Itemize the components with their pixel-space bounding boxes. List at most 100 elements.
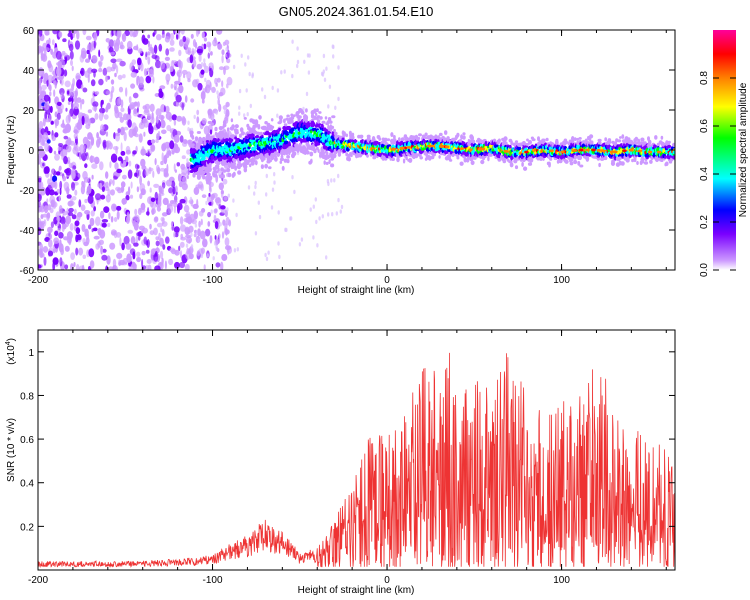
spectrogram-cell: [274, 155, 278, 159]
spectrogram-cell: [49, 91, 52, 97]
spectrogram-cell: [613, 150, 618, 154]
spectrogram-cell: [196, 250, 201, 257]
spectrogram-cell: [222, 219, 226, 226]
spectrogram-cell: [384, 137, 388, 142]
spectrogram-cell: [189, 130, 194, 135]
spectrogram-cell: [216, 30, 223, 35]
spectrogram-cell: [254, 160, 258, 166]
spectrogram-cell: [184, 95, 188, 103]
spectrogram-cell: [305, 108, 308, 113]
spectrogram-cell: [201, 208, 206, 213]
spectrogram-cell: [40, 186, 46, 196]
spectrogram-cell: [110, 51, 115, 56]
spectrogram-cell: [187, 120, 190, 126]
spectrogram-cell: [128, 96, 132, 104]
spectrogram-cell: [171, 114, 177, 121]
spectrogram-cell: [38, 199, 41, 209]
spectrogram-cell: [120, 142, 123, 152]
spectrogram-cell: [193, 187, 200, 195]
spectrogram-cell: [259, 131, 263, 136]
spectrogram-cell: [147, 113, 152, 120]
spectrogram-cell: [335, 211, 338, 216]
spectrogram-cell: [192, 59, 197, 68]
spectrogram-cell: [162, 119, 165, 129]
spectrogram-cell: [135, 235, 139, 244]
spectrogram-cell: [126, 253, 132, 263]
spectrogram-cell: [257, 131, 261, 136]
spectrogram-cell: [98, 112, 104, 122]
spectrogram-cell: [219, 222, 222, 227]
spectrogram-cell: [169, 247, 176, 253]
spectrogram-cell: [213, 241, 217, 246]
spectrogram-cell: [189, 54, 194, 64]
spectrogram-cell: [47, 250, 54, 257]
spectrogram-cell: [510, 140, 513, 146]
spectrogram-cell: [149, 201, 154, 208]
spectrogram-cell: [141, 259, 144, 268]
spectrogram-cell: [173, 163, 176, 172]
chart-title: GN05.2024.361.01.54.E10: [279, 4, 434, 19]
spectrogram-cell: [631, 158, 635, 163]
spectrogram-cell: [329, 120, 333, 124]
spectrogram-cell: [220, 130, 224, 135]
spectrogram-cell: [50, 199, 55, 208]
spectrogram-cell: [487, 156, 490, 162]
spectrogram-cell: [113, 217, 118, 222]
spectrogram-cell: [162, 142, 166, 150]
spectrogram-cell: [127, 47, 133, 55]
spectrogram-cell: [63, 69, 68, 77]
spectrogram-cell: [149, 43, 153, 54]
spectrogram-cell: [654, 135, 658, 140]
spectrogram-cell: [94, 156, 100, 165]
spectrogram-cell: [523, 166, 528, 171]
spectrogram-cell: [205, 200, 208, 206]
spectrogram-cell: [269, 142, 273, 146]
spectrogram-cell: [57, 75, 63, 81]
spectrogram-cell: [179, 261, 186, 269]
spectrogram-cell: [172, 186, 176, 195]
spectrogram-cell: [101, 254, 108, 261]
spectrogram-cell: [74, 40, 81, 50]
spectrogram-cell: [220, 205, 226, 210]
spectrogram-cell: [342, 132, 346, 137]
spectrogram-cell: [38, 157, 41, 165]
spectrogram-cell: [107, 222, 111, 228]
spectrogram-cell: [217, 98, 220, 106]
spectrogram-cell: [112, 205, 117, 210]
spectrogram-cell: [209, 81, 212, 91]
spectrogram-cell: [176, 162, 181, 167]
spectrogram-cell: [71, 196, 77, 201]
spectrogram-cell: [169, 39, 175, 46]
spectrogram-cell: [565, 140, 568, 145]
spectrogram-cell: [99, 210, 105, 219]
spectrogram-cell: [144, 103, 151, 110]
spectrogram-cell: [579, 164, 584, 168]
spectrogram-cell: [116, 30, 121, 40]
spectrogram-cell: [95, 193, 102, 201]
spectrogram-cell: [96, 132, 99, 139]
spectrogram-cell: [184, 263, 190, 270]
spectrogram-cell: [350, 138, 353, 143]
spectrogram-cell: [137, 235, 141, 241]
spectrogram-cell: [280, 155, 284, 159]
spectrogram-cell: [179, 216, 184, 225]
spectrogram-cell: [194, 136, 199, 142]
spectrogram-cell: [71, 101, 74, 110]
spectrogram-cell: [91, 163, 98, 169]
spectrogram-cell: [226, 58, 231, 64]
spectrogram-cell: [225, 216, 230, 226]
spectrogram-cell: [91, 174, 94, 180]
spectrogram-cell: [132, 220, 137, 227]
spectrogram-cell: [89, 217, 95, 227]
spectrogram-cell: [125, 156, 129, 163]
spectrogram-cell: [98, 67, 103, 73]
spectrogram-cell: [71, 65, 74, 72]
spectrogram-cell: [660, 158, 664, 162]
spectrogram-cell: [122, 74, 126, 79]
spectrogram-cell: [333, 128, 336, 133]
spectrogram-cell: [156, 206, 161, 212]
y-tick-label: 0: [28, 146, 34, 157]
spectrogram-cell: [156, 34, 162, 41]
spectrogram-cell: [225, 101, 230, 108]
